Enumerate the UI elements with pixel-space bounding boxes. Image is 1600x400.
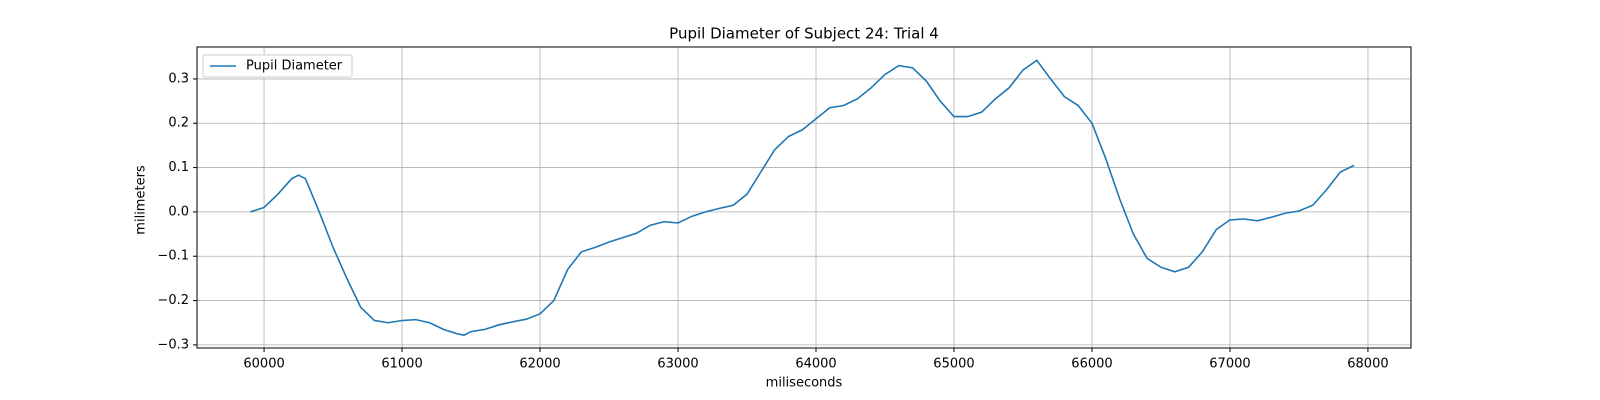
x-tick-label: 62000	[519, 357, 560, 372]
legend-box	[202, 54, 353, 78]
x-tick-label: 66000	[1071, 357, 1112, 372]
y-tick-label: 0.0	[168, 204, 189, 219]
y-axis-label: milimeters	[134, 165, 149, 235]
x-tick-label: 67000	[1209, 357, 1250, 372]
y-tick-label: 0.3	[168, 71, 189, 86]
x-tick-label: 60000	[243, 357, 284, 372]
y-tick-label: 0.2	[168, 116, 189, 131]
data-line	[250, 59, 1355, 336]
plot-frame	[196, 46, 1412, 349]
x-tick-label: 61000	[381, 357, 422, 372]
x-tick-label: 64000	[795, 357, 836, 372]
y-tick-label: −0.3	[157, 337, 189, 352]
y-tick-label: −0.2	[157, 293, 189, 308]
legend-label: Pupil Diameter	[246, 59, 343, 74]
x-tick-label: 63000	[657, 357, 698, 372]
y-tick-label: 0.1	[168, 160, 189, 175]
chart-title: Pupil Diameter of Subject 24: Trial 4	[669, 25, 939, 43]
x-axis-label: miliseconds	[766, 376, 843, 391]
x-tick-label: 65000	[933, 357, 974, 372]
y-tick-label: −0.1	[157, 249, 189, 264]
x-tick-label: 68000	[1347, 357, 1388, 372]
